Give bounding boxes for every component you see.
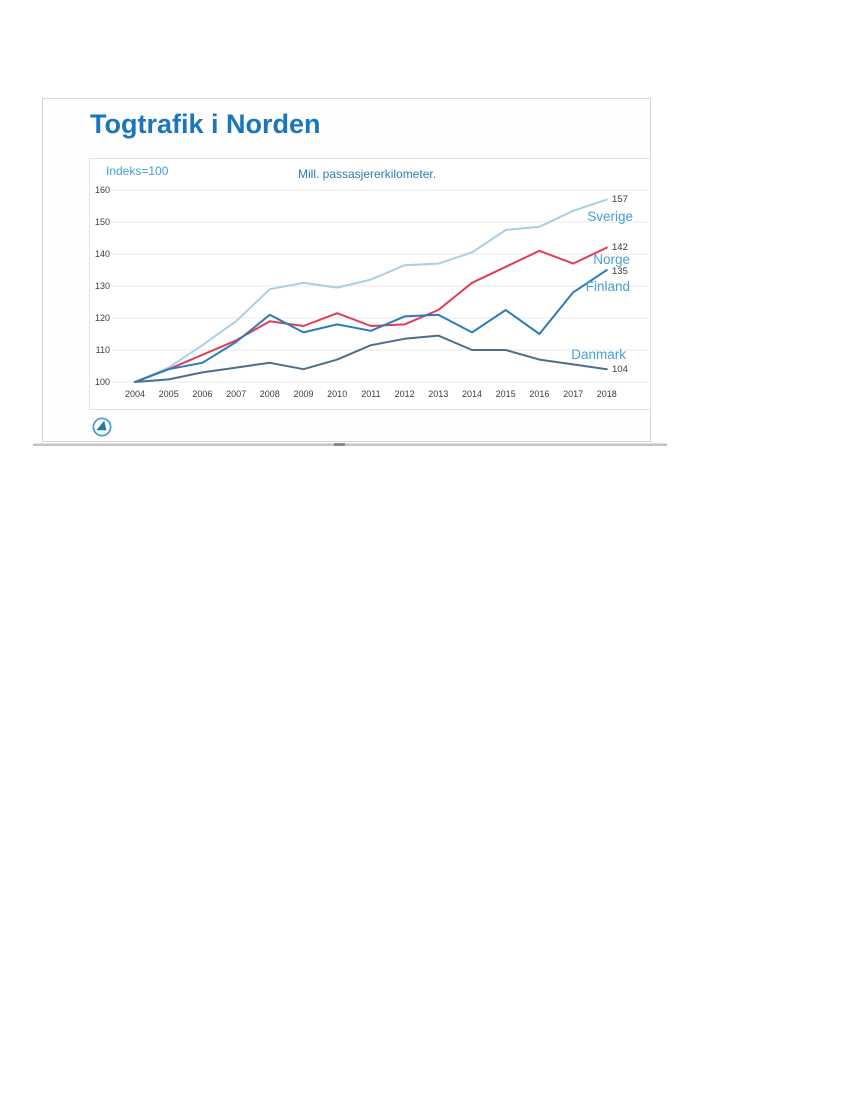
svg-text:150: 150 (95, 217, 110, 227)
svg-text:2009: 2009 (293, 389, 313, 399)
svg-text:130: 130 (95, 281, 110, 291)
publisher-logo-icon (91, 416, 113, 438)
series-name-label-sverige: Sverige (587, 209, 633, 224)
series-end-value-danmark: 104 (612, 364, 628, 375)
svg-text:2012: 2012 (395, 389, 415, 399)
chart-panel: Indeks=100 Mill. passasjererkilometer. 1… (89, 158, 651, 410)
svg-text:2013: 2013 (428, 389, 448, 399)
series-name-label-finland: Finland (586, 279, 630, 294)
svg-text:2015: 2015 (496, 389, 516, 399)
slide-card: Togtrafik i Norden Indeks=100 Mill. pass… (42, 98, 651, 442)
svg-text:2017: 2017 (563, 389, 583, 399)
unit-label: Mill. passasjererkilometer. (298, 167, 437, 181)
svg-text:2018: 2018 (597, 389, 617, 399)
svg-text:2005: 2005 (159, 389, 179, 399)
svg-text:2014: 2014 (462, 389, 482, 399)
svg-text:120: 120 (95, 313, 110, 323)
svg-text:140: 140 (95, 249, 110, 259)
series-end-value-sverige: 157 (612, 194, 628, 205)
svg-text:2011: 2011 (361, 389, 380, 399)
page-divider (33, 443, 667, 446)
svg-text:2016: 2016 (529, 389, 549, 399)
svg-text:2006: 2006 (192, 389, 212, 399)
svg-text:2007: 2007 (226, 389, 246, 399)
series-line-finland (134, 269, 608, 383)
x-axis-labels: 2004 2005 2006 2007 2008 2009 2010 2011 2012 2013… (125, 389, 617, 399)
series-line-norge (134, 246, 608, 383)
svg-text:160: 160 (95, 185, 110, 195)
series-end-value-norge: 142 (612, 242, 628, 253)
divider-handle (334, 443, 345, 446)
svg-text:110: 110 (96, 345, 110, 355)
circle-sail-icon (92, 417, 112, 437)
index-axis-label: Indeks=100 (106, 164, 169, 178)
svg-text:2004: 2004 (125, 389, 145, 399)
y-gridlines (112, 189, 648, 383)
series-line-danmark (134, 334, 608, 383)
page-title: Togtrafik i Norden (90, 109, 321, 139)
svg-text:2008: 2008 (260, 389, 280, 399)
y-axis-labels: 100 110 120 130 140 150 160 (95, 185, 110, 387)
svg-text:100: 100 (95, 377, 110, 387)
series-line-sverige (134, 198, 608, 383)
series-name-label-norge: Norge (593, 252, 630, 267)
series-end-value-finland: 135 (612, 266, 628, 277)
series-name-label-danmark: Danmark (571, 347, 626, 362)
svg-text:2010: 2010 (327, 389, 347, 399)
